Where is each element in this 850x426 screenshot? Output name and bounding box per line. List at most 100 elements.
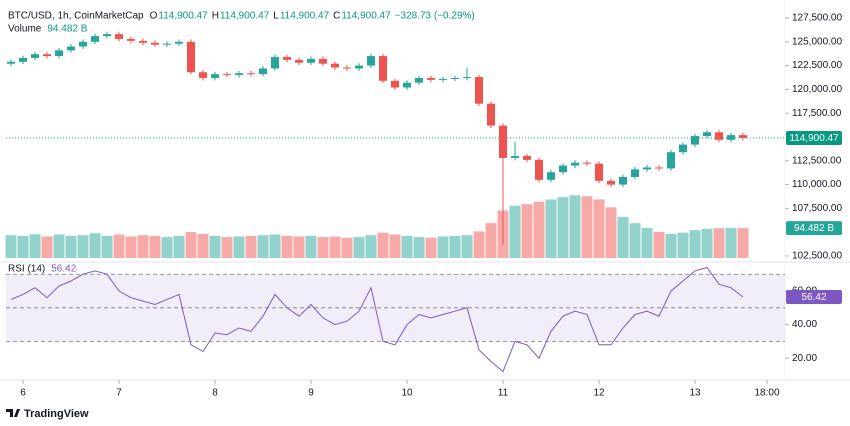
volume-bar <box>413 237 425 258</box>
y-tick-label: 122,500.00 <box>792 60 842 71</box>
volume-bar <box>221 237 233 258</box>
volume-bar <box>449 235 461 258</box>
candle-body <box>619 176 627 185</box>
volume-bar <box>701 228 713 258</box>
volume-bar <box>425 237 437 258</box>
rsi-value-box <box>786 290 842 305</box>
volume-bar <box>365 235 377 258</box>
candle <box>331 61 339 70</box>
candle-body <box>151 42 159 45</box>
volume-bar <box>233 236 245 258</box>
volume-bar <box>185 232 197 258</box>
volume-value-box <box>786 221 842 236</box>
volume-bar <box>713 228 725 258</box>
volume-bar <box>545 199 557 258</box>
candle-body <box>127 38 135 41</box>
volume-bar <box>629 223 641 258</box>
candle-body <box>55 50 63 57</box>
volume-bar <box>317 237 329 258</box>
candle-body <box>271 57 279 69</box>
ohlc-key: L <box>273 11 279 22</box>
candle-body <box>487 103 495 126</box>
last-price-label: 114,900.47 <box>789 133 839 144</box>
candle <box>55 47 63 59</box>
volume-bar <box>65 235 77 258</box>
candle <box>475 74 483 107</box>
ohlc-key: O <box>150 11 158 22</box>
candle-body <box>247 73 255 75</box>
candle-body <box>691 136 699 145</box>
candle <box>583 160 591 167</box>
candle <box>115 31 123 42</box>
candle <box>283 54 291 63</box>
candle-body <box>31 54 39 58</box>
candle <box>727 132 735 143</box>
candle <box>571 160 579 168</box>
volume-bar <box>521 204 533 258</box>
ohlc-value: 114,900.47 <box>158 11 208 22</box>
candle <box>547 169 555 183</box>
branding: TradingView <box>24 408 89 420</box>
candle <box>79 39 87 49</box>
candle <box>211 71 219 81</box>
candle-body <box>103 34 111 37</box>
candle-body <box>331 63 339 68</box>
candle <box>127 36 135 44</box>
volume-bar <box>41 236 53 258</box>
volume-bar <box>305 235 317 258</box>
candle-body <box>307 58 315 63</box>
candle <box>403 80 411 90</box>
volume-bar <box>581 196 593 258</box>
candle-body <box>187 41 195 73</box>
candle <box>103 31 111 39</box>
volume-value-label: 94.482 B <box>794 223 834 234</box>
volume-bar <box>341 237 353 258</box>
candle-body <box>559 165 567 173</box>
legend: BTC/USD, 1h, CoinMarketCap O 114,900.47 H 11… <box>8 11 475 275</box>
candle-body <box>91 36 99 42</box>
candle <box>559 163 567 175</box>
candle-body <box>355 65 363 69</box>
logo-icon <box>6 409 20 417</box>
candle <box>439 76 447 83</box>
tradingview-logo: TradingView <box>6 408 89 420</box>
candle-body <box>139 40 147 43</box>
candle-body <box>379 56 387 81</box>
candle-body <box>535 159 543 180</box>
ohlc-value: 114,900.47 <box>220 11 270 22</box>
candle <box>259 66 267 77</box>
volume-bar <box>641 227 653 258</box>
volume-bar <box>17 235 29 258</box>
volume-bar <box>77 235 89 258</box>
candle <box>415 75 423 86</box>
candle <box>43 51 51 59</box>
candle-body <box>367 56 375 66</box>
candle-body <box>571 162 579 166</box>
candle-body <box>607 180 615 185</box>
y-tick-label: 102,500.00 <box>792 251 842 262</box>
volume-bar <box>53 234 65 258</box>
candle-body <box>403 82 411 88</box>
volume-bar <box>197 233 209 258</box>
candle <box>175 39 183 47</box>
volume-bar <box>473 231 485 258</box>
rsi-name: RSI (14) <box>8 264 45 275</box>
candle-body <box>667 152 675 169</box>
volume-bar <box>137 235 149 258</box>
candle <box>367 53 375 68</box>
candle-body <box>199 72 207 78</box>
candle <box>535 157 543 183</box>
volume-bar <box>437 236 449 258</box>
candle-body <box>439 78 447 80</box>
volume-bar <box>245 235 257 258</box>
candle-body <box>631 169 639 177</box>
x-tick-label: 12 <box>593 388 605 399</box>
candle <box>619 174 627 187</box>
candle <box>511 141 519 161</box>
chart-title: BTC/USD, 1h, CoinMarketCap <box>8 11 144 22</box>
volume-bar <box>485 223 497 258</box>
volume-bar <box>653 232 665 258</box>
candle-body <box>235 73 243 76</box>
candle-body <box>175 41 183 44</box>
